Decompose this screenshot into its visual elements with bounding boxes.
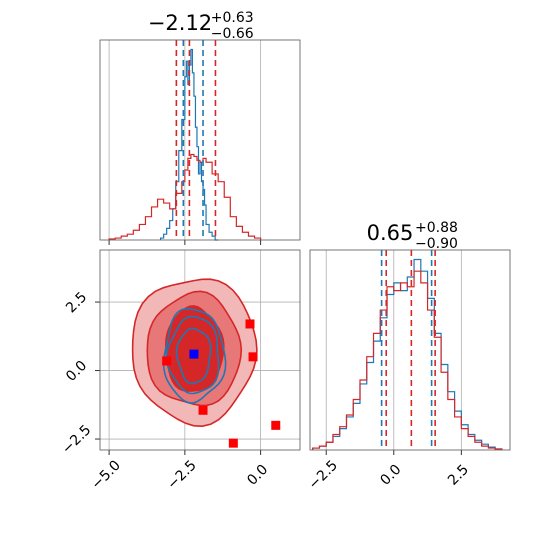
panel-bottom-left-marker-6 (189, 349, 199, 359)
panel-bottom-left-xtick-label-2: 0.0 (244, 462, 271, 489)
panel-bottom-left-ytick-label-1: 0.0 (63, 358, 90, 385)
panel-top-left-title-value: −2.12 (148, 11, 212, 35)
panel-bottom-right-hist-series-0 (312, 258, 503, 450)
panel-top-left-title-upper-error: +0.63 (211, 10, 254, 26)
panel-bottom-left-xtick-label-0: −5.0 (89, 457, 124, 492)
panel-bottom-right-hist-series-1 (312, 270, 503, 450)
panel-top-left-title-lower-error: −0.66 (211, 26, 254, 42)
panel-bottom-right-xtick-label-2: 2.5 (445, 462, 472, 489)
panel-top-left-hist-series-0 (160, 48, 219, 241)
panel-bottom-left-line-contour-2 (162, 307, 227, 404)
panel-bottom-right-title: 0.65 (367, 221, 414, 245)
panel-bottom-left-marker-2 (245, 319, 255, 329)
panel-bottom-right-xtick-label-0: −2.5 (306, 457, 341, 492)
panel-bottom-right-xtick-label-1: 0.0 (377, 462, 404, 489)
panel-bottom-right-title-upper-error: +0.88 (415, 220, 458, 236)
panel-bottom-left-frame (99, 249, 301, 451)
panel-top-left-hist-series-1 (108, 153, 262, 240)
panel-bottom-right-frame (309, 249, 511, 451)
panel-bottom-right-title-value: 0.65 (367, 221, 414, 245)
panel-bottom-left-marker-4 (228, 438, 238, 448)
panel-bottom-left-ytick-label-0: −2.5 (59, 422, 94, 457)
panel-bottom-left-line-contour-0 (175, 327, 212, 385)
panel-bottom-left-ytick-label-2: 2.5 (63, 289, 90, 316)
panel-bottom-left-marker-1 (198, 405, 208, 415)
panel-bottom-right-title-lower-error: −0.90 (415, 236, 458, 252)
panel-bottom-left-marker-5 (271, 420, 281, 430)
panel-top-left-title: −2.12 (148, 11, 212, 35)
panel-bottom-left-marker-3 (248, 352, 258, 362)
panel-bottom-left-line-contour-1 (165, 315, 220, 395)
panel-top-left-frame (99, 39, 301, 241)
panel-bottom-left-marker-0 (162, 356, 172, 366)
panel-bottom-left-xtick-label-1: −2.5 (164, 457, 199, 492)
